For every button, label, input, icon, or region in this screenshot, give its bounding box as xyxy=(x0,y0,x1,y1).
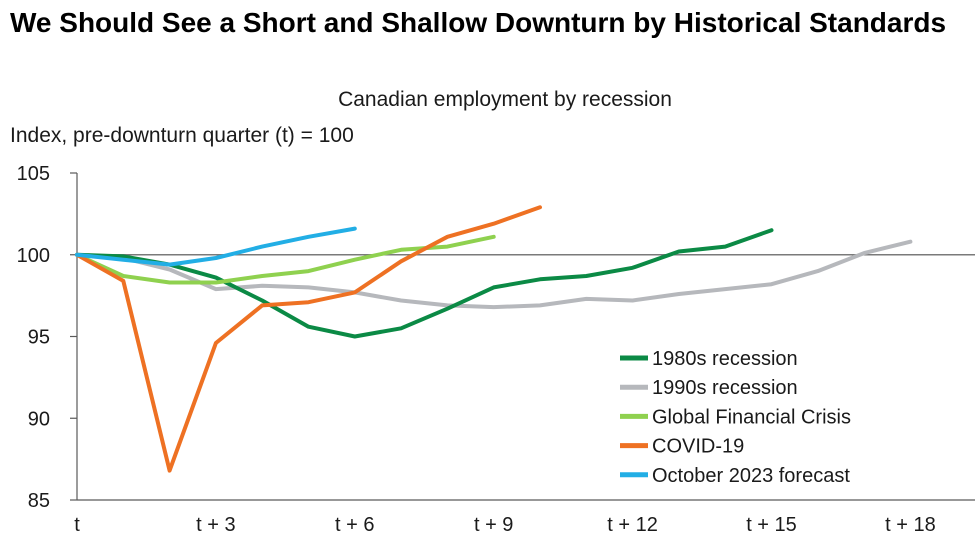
y-tick-label: 100 xyxy=(17,245,50,267)
x-tick-label: t + 9 xyxy=(474,514,513,536)
series-line-1980s-recession xyxy=(75,228,774,339)
chart-axes: 85 90 95 100 105 t t + 3 t + 6 t + 9 t + 12 t + 15… xyxy=(17,163,975,536)
legend-label: October 2023 forecast xyxy=(652,465,850,487)
chart-title-heading: We Should See a Short and Shallow Downtu… xyxy=(10,7,947,38)
legend-label: 1990s recession xyxy=(652,377,798,399)
y-tick-label: 95 xyxy=(28,327,50,349)
chart-subtitle: Canadian employment by recession xyxy=(338,88,672,111)
series-line-1990s-recession xyxy=(75,239,913,310)
y-tick-label: 85 xyxy=(28,490,50,512)
y-tick-label: 90 xyxy=(28,408,50,430)
chart-legend: 1980s recession 1990s recession Global Fin… xyxy=(620,348,851,487)
series-line-october-2023-forecast xyxy=(75,226,357,267)
y-axis-label: Index, pre-downturn quarter (t) = 100 xyxy=(10,124,354,147)
legend-label: Global Financial Crisis xyxy=(652,406,851,428)
x-tick-label: t + 3 xyxy=(196,514,235,536)
x-tick-label: t + 18 xyxy=(885,514,936,536)
plot-area xyxy=(75,205,913,473)
x-tick-label: t + 12 xyxy=(607,514,658,536)
y-tick-label: 105 xyxy=(17,163,50,185)
x-tick-label: t + 15 xyxy=(746,514,797,536)
x-tick-label: t + 6 xyxy=(335,514,374,536)
legend-label: 1980s recession xyxy=(652,348,798,370)
legend-label: COVID-19 xyxy=(652,436,744,458)
series-line-covid-19 xyxy=(75,205,542,473)
x-tick-label: t xyxy=(74,514,80,536)
